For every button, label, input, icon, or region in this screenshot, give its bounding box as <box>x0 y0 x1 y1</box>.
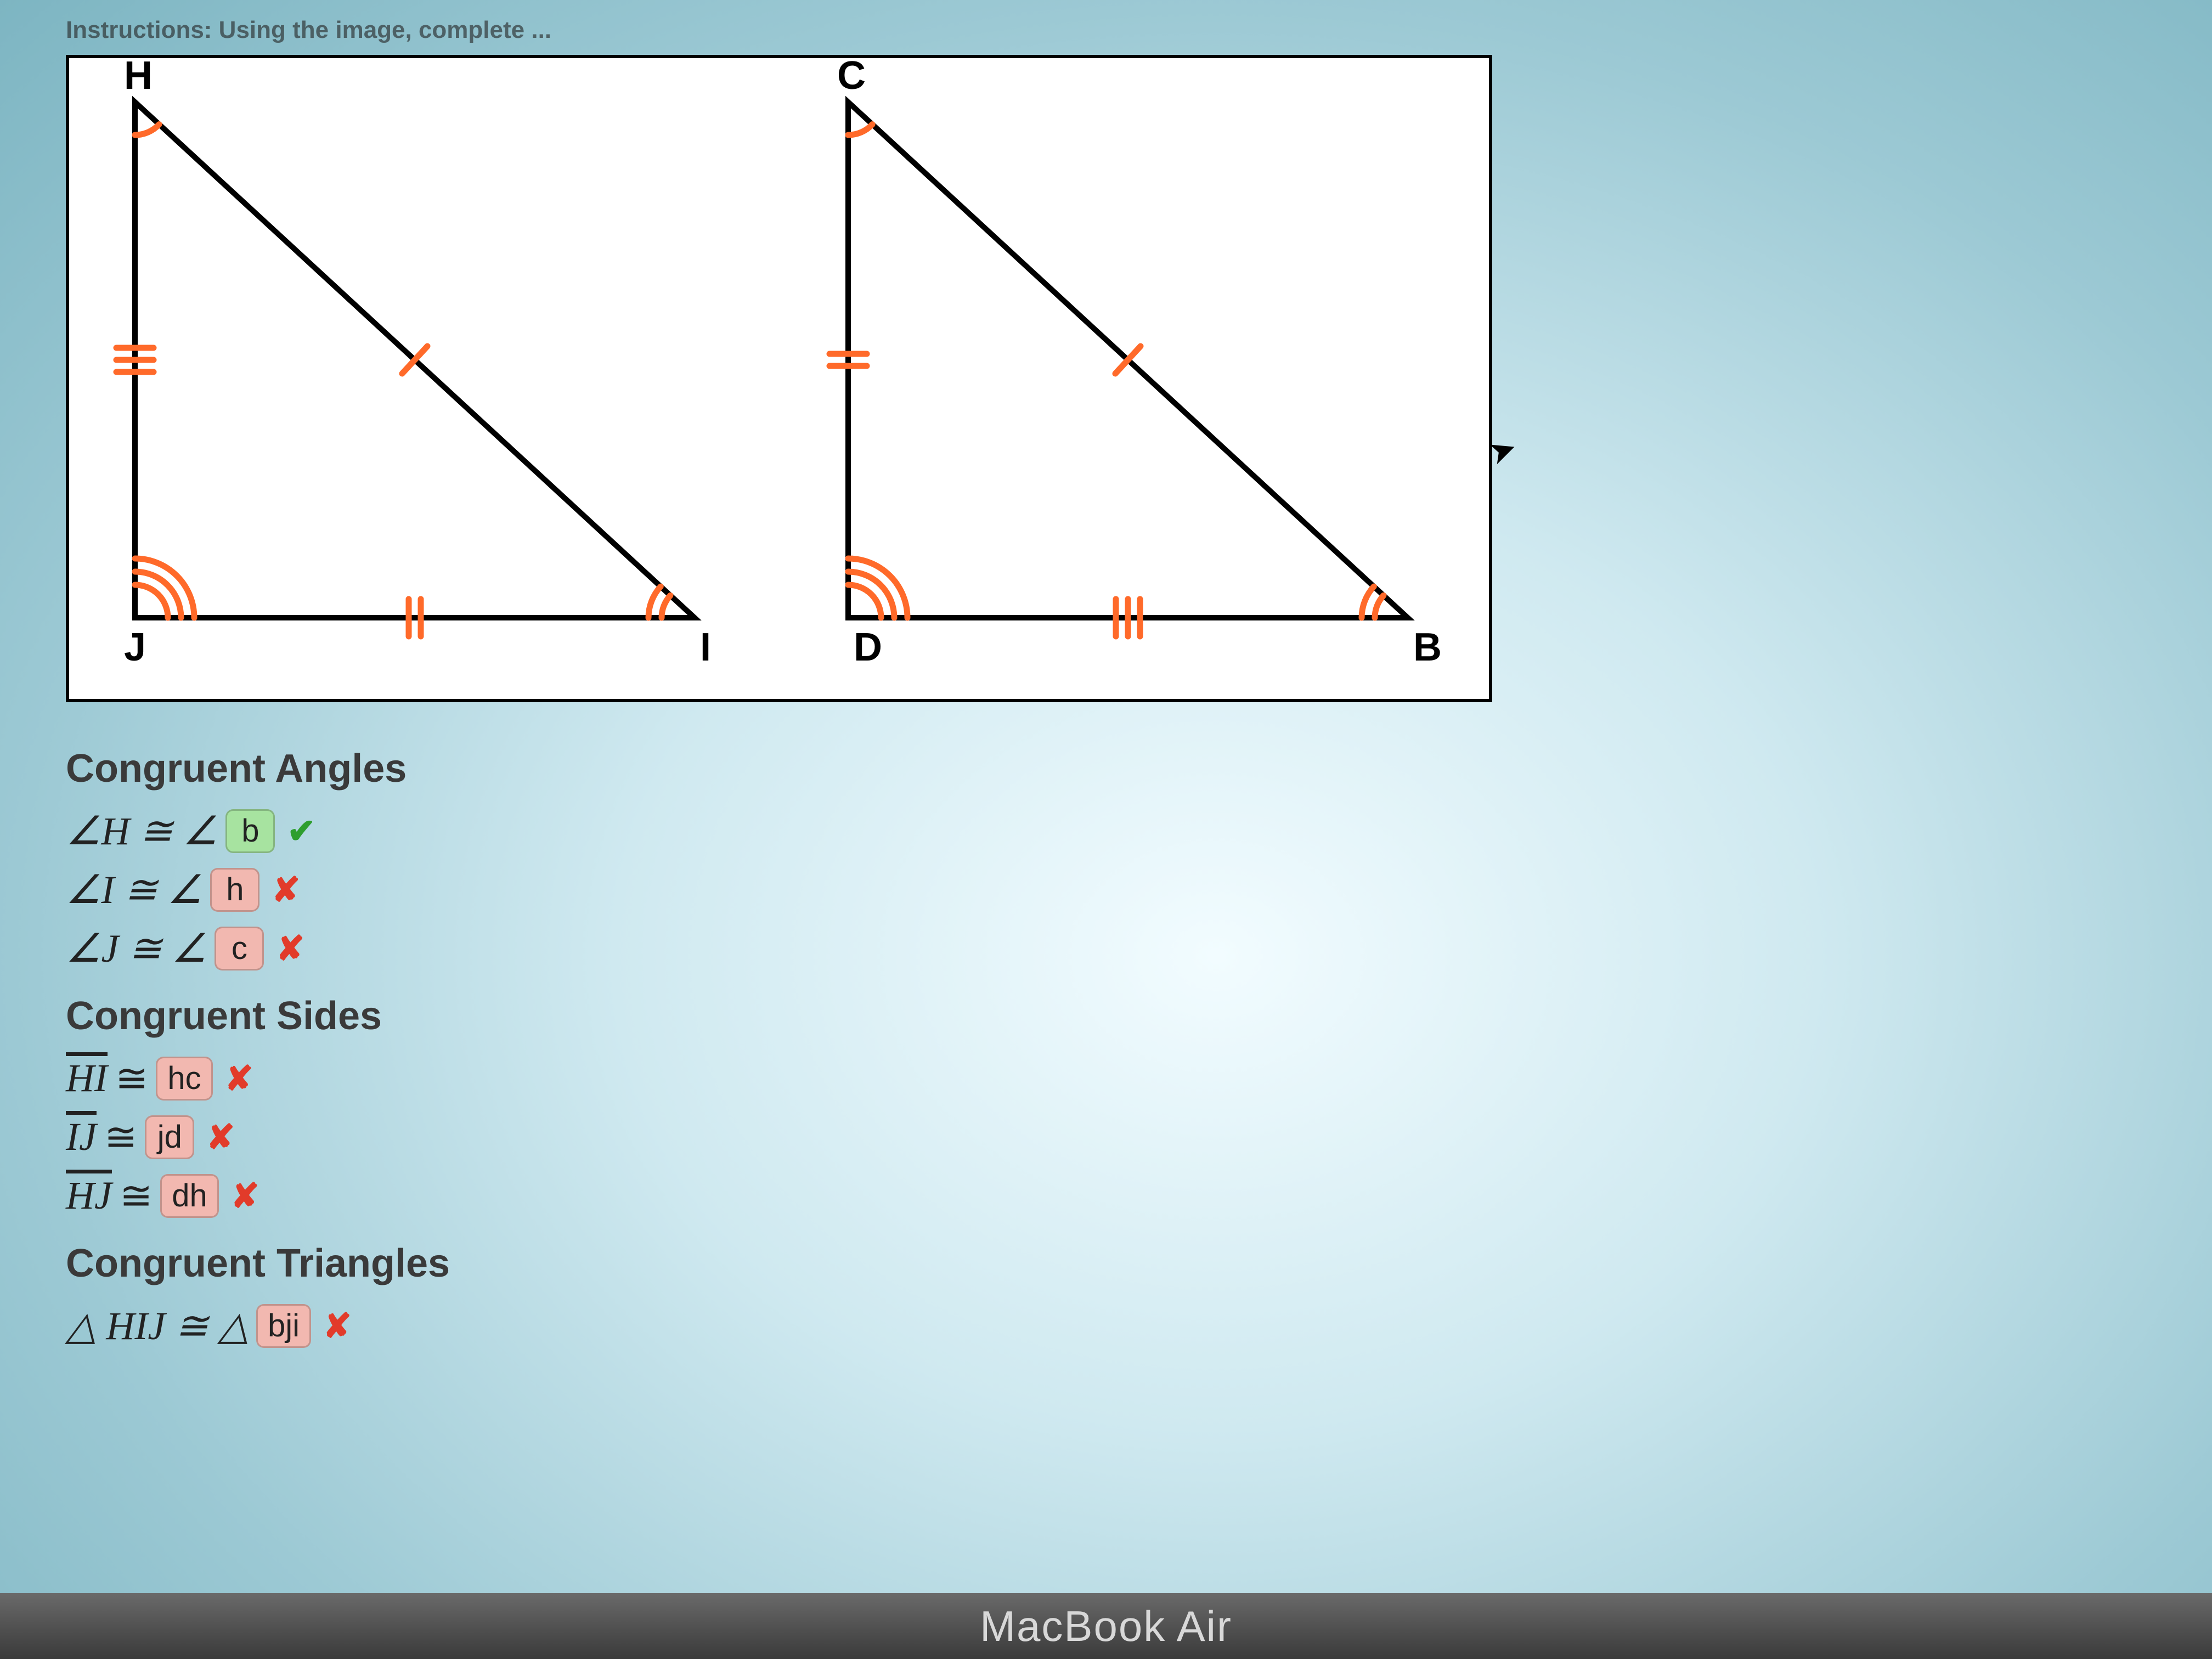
congruent-symbol: ≅ <box>104 1114 137 1160</box>
svg-text:C: C <box>837 58 866 98</box>
triangle-row: △ HIJ ≅ △bji ✘ <box>66 1302 2179 1349</box>
answer-input[interactable]: bji <box>256 1304 311 1348</box>
side-row: HI ≅ hc ✘ <box>66 1055 2179 1102</box>
cross-icon: ✘ <box>206 1117 235 1157</box>
triangle-left: △ HIJ ≅ △ <box>66 1302 249 1349</box>
angle-left: ∠I ≅ ∠ <box>66 866 202 913</box>
cross-icon: ✘ <box>272 870 300 910</box>
side-left: IJ <box>66 1114 97 1160</box>
angle-row: ∠I ≅ ∠h ✘ <box>66 866 2179 913</box>
triangle-diagram: HJICDB ➤ <box>66 55 1492 702</box>
answer-input[interactable]: h <box>210 868 259 912</box>
instructions-text: Instructions: Using the image, complete … <box>66 16 2179 44</box>
answer-input[interactable]: dh <box>160 1174 219 1218</box>
content-area: Instructions: Using the image, complete … <box>0 0 2212 1593</box>
answer-input[interactable]: b <box>225 809 275 853</box>
congruent-symbol: ≅ <box>115 1055 148 1102</box>
svg-text:J: J <box>124 625 146 669</box>
angle-left: ∠J ≅ ∠ <box>66 925 207 972</box>
answer-input[interactable]: jd <box>145 1115 194 1159</box>
svg-text:H: H <box>124 58 153 98</box>
cross-icon: ✘ <box>323 1306 352 1346</box>
cross-icon: ✘ <box>231 1176 259 1216</box>
angles-heading: Congruent Angles <box>66 746 2179 791</box>
cross-icon: ✘ <box>276 928 304 968</box>
cross-icon: ✘ <box>225 1058 253 1098</box>
angle-row: ∠J ≅ ∠c ✘ <box>66 925 2179 972</box>
check-icon: ✔ <box>287 811 315 851</box>
sides-heading: Congruent Sides <box>66 994 2179 1039</box>
side-left: HI <box>66 1056 108 1101</box>
answers-panel: Congruent Angles ∠H ≅ ∠b✔∠I ≅ ∠h✘∠J ≅ ∠c… <box>66 746 2179 1349</box>
svg-text:B: B <box>1413 625 1442 669</box>
svg-text:I: I <box>700 625 711 669</box>
answer-input[interactable]: c <box>215 927 264 970</box>
laptop-bezel-label: MacBook Air <box>0 1593 2212 1659</box>
answer-input[interactable]: hc <box>156 1057 212 1101</box>
angle-left: ∠H ≅ ∠ <box>66 808 218 854</box>
svg-text:D: D <box>854 625 882 669</box>
triangles-heading: Congruent Triangles <box>66 1241 2179 1286</box>
congruent-symbol: ≅ <box>120 1172 153 1219</box>
side-left: HJ <box>66 1173 112 1218</box>
angle-row: ∠H ≅ ∠b ✔ <box>66 808 2179 854</box>
side-row: HJ ≅ dh ✘ <box>66 1172 2179 1219</box>
side-row: IJ ≅ jd ✘ <box>66 1114 2179 1160</box>
